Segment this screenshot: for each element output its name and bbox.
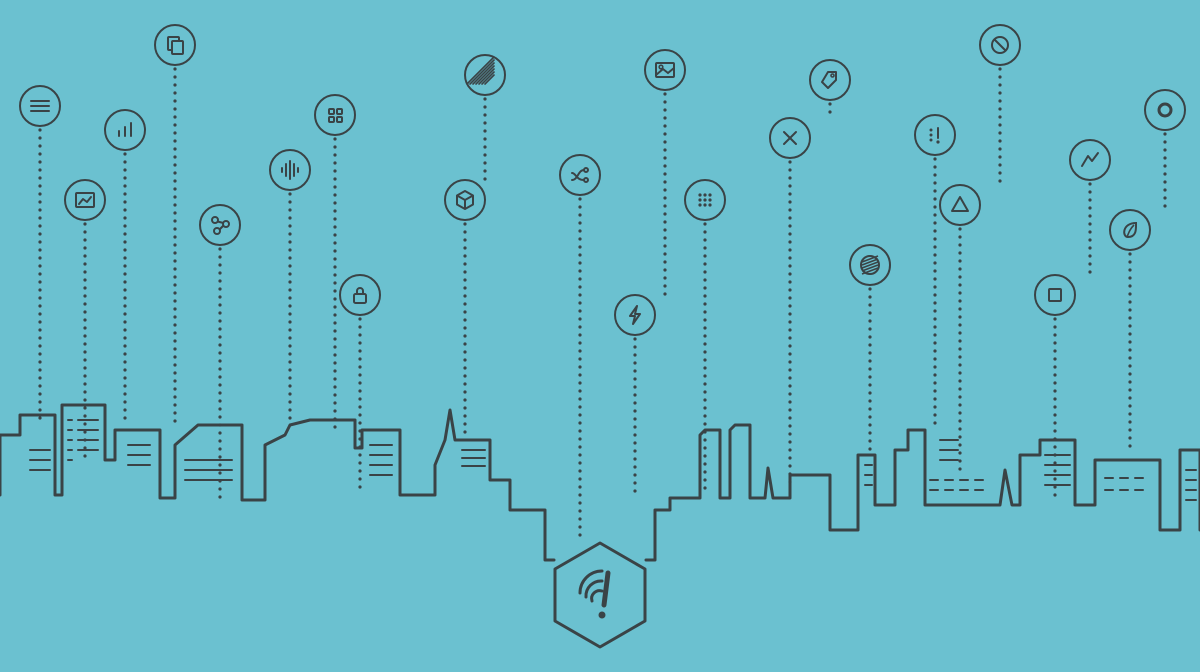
bars-icon — [105, 110, 145, 150]
connection-lines — [38, 67, 1166, 536]
chart-peak-icon — [1070, 140, 1110, 180]
central-hub — [555, 543, 645, 647]
hatch-icon — [465, 55, 505, 95]
route-icon — [560, 155, 600, 195]
share-nodes-icon — [200, 205, 240, 245]
diag-fill-icon — [850, 245, 890, 285]
iot-skyline-diagram — [0, 0, 1200, 672]
audio-icon — [270, 150, 310, 190]
icon-nodes — [20, 25, 1185, 335]
close-x-icon — [770, 118, 810, 158]
keypad-icon — [685, 180, 725, 220]
cube-icon — [445, 180, 485, 220]
alert-dots-icon — [915, 115, 955, 155]
menu-icon — [20, 86, 60, 126]
city-skyline — [0, 405, 1200, 560]
ban-icon — [980, 25, 1020, 65]
tag-icon — [810, 60, 850, 100]
leaf-icon — [1110, 210, 1150, 250]
bolt-icon — [615, 295, 655, 335]
triangle-icon — [940, 185, 980, 225]
image-chart-icon — [65, 180, 105, 220]
ring-icon — [1145, 90, 1185, 130]
picture-icon — [645, 50, 685, 90]
copy-icon — [155, 25, 195, 65]
grid-four-icon — [315, 95, 355, 135]
lock-icon — [340, 275, 380, 315]
stop-square-icon — [1035, 275, 1075, 315]
